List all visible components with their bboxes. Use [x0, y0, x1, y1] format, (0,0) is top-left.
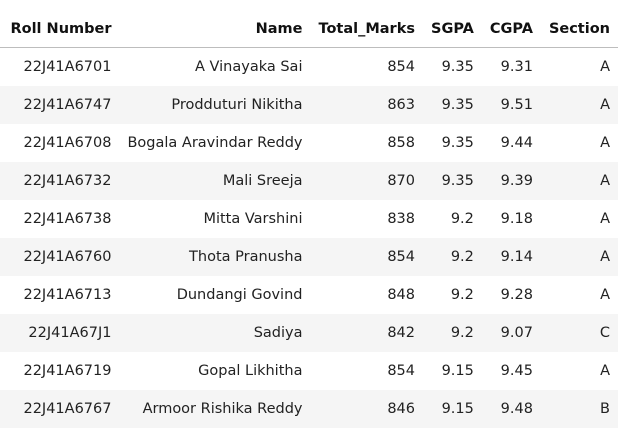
table-row: 22J41A67J1 Sadiya 842 9.2 9.07 C — [0, 314, 618, 352]
cell-total-marks: 842 — [310, 314, 423, 352]
cell-name: A Vinayaka Sai — [195, 59, 303, 75]
cell-total-marks: 870 — [310, 162, 423, 200]
cell-section: A — [600, 59, 610, 75]
cell-sgpa: 9.2 — [450, 287, 474, 303]
cell-roll-number: 22J41A6701 — [23, 59, 112, 75]
cell-name: Thota Pranusha — [119, 238, 311, 276]
cell-total-marks: 863 — [310, 86, 423, 124]
table-row: 22J41A6701 A Vinayaka Sai 854 9.35 9.31 … — [0, 48, 618, 87]
cell-sgpa: 9.15 — [441, 363, 474, 379]
cell-name: Gopal Likhitha — [198, 363, 303, 379]
table-header: Roll Number Name Total_Marks SGPA CGPA S… — [0, 10, 618, 48]
table-row: 22J41A6738 Mitta Varshini 838 9.2 9.18 A — [0, 200, 618, 238]
cell-roll-number: 22J41A6732 — [0, 162, 120, 200]
cell-sgpa: 9.2 — [423, 238, 482, 276]
cell-roll-number: 22J41A6738 — [23, 211, 112, 227]
cell-total-marks: 848 — [387, 287, 415, 303]
cell-section: A — [600, 135, 610, 151]
cell-section: A — [600, 211, 610, 227]
cell-name: Sadiya — [119, 314, 311, 352]
cell-total-marks: 854 — [387, 59, 415, 75]
cell-name: Bogala Aravindar Reddy — [127, 135, 303, 151]
cell-cgpa: 9.44 — [500, 135, 533, 151]
cell-name: Mitta Varshini — [203, 211, 303, 227]
cell-roll-number: 22J41A6767 — [0, 390, 120, 428]
header-section: Section — [540, 10, 618, 48]
header-total-marks: Total_Marks — [310, 10, 423, 48]
results-table: Roll Number Name Total_Marks SGPA CGPA S… — [0, 10, 618, 428]
table-row: 22J41A6732 Mali Sreeja 870 9.35 9.39 A — [0, 162, 618, 200]
cell-total-marks: 838 — [387, 211, 415, 227]
header-name: Name — [119, 10, 311, 48]
cell-sgpa: 9.2 — [423, 314, 482, 352]
cell-roll-number: 22J41A6760 — [0, 238, 120, 276]
cell-cgpa: 9.31 — [500, 59, 533, 75]
cell-roll-number: 22J41A67J1 — [0, 314, 120, 352]
cell-roll-number: 22J41A6747 — [0, 86, 120, 124]
cell-sgpa: 9.2 — [450, 211, 474, 227]
cell-cgpa: 9.48 — [481, 390, 541, 428]
cell-total-marks: 854 — [387, 363, 415, 379]
table-row: 22J41A6767 Armoor Rishika Reddy 846 9.15… — [0, 390, 618, 428]
cell-cgpa: 9.45 — [500, 363, 533, 379]
cell-total-marks: 846 — [310, 390, 423, 428]
header-cgpa: CGPA — [481, 10, 541, 48]
cell-section: B — [540, 390, 618, 428]
cell-sgpa: 9.35 — [441, 59, 474, 75]
cell-cgpa: 9.28 — [500, 287, 533, 303]
table-row: 22J41A6719 Gopal Likhitha 854 9.15 9.45 … — [0, 352, 618, 390]
header-roll-number: Roll Number — [0, 10, 120, 48]
header-sgpa: SGPA — [423, 10, 482, 48]
cell-sgpa: 9.35 — [423, 86, 482, 124]
table-row: 22J41A6708 Bogala Aravindar Reddy 858 9.… — [0, 124, 618, 162]
cell-section: A — [540, 86, 618, 124]
cell-name: Mali Sreeja — [119, 162, 311, 200]
cell-roll-number: 22J41A6719 — [23, 363, 112, 379]
cell-section: A — [540, 162, 618, 200]
cell-name: Prodduturi Nikitha — [119, 86, 311, 124]
cell-name: Armoor Rishika Reddy — [119, 390, 311, 428]
cell-cgpa: 9.51 — [481, 86, 541, 124]
cell-sgpa: 9.35 — [423, 162, 482, 200]
cell-roll-number: 22J41A6708 — [23, 135, 112, 151]
cell-cgpa: 9.14 — [481, 238, 541, 276]
cell-total-marks: 858 — [387, 135, 415, 151]
cell-section: A — [540, 238, 618, 276]
header-row: Roll Number Name Total_Marks SGPA CGPA S… — [0, 10, 618, 48]
cell-section: C — [540, 314, 618, 352]
table-row: 22J41A6747 Prodduturi Nikitha 863 9.35 9… — [0, 86, 618, 124]
cell-sgpa: 9.35 — [441, 135, 474, 151]
cell-cgpa: 9.39 — [481, 162, 541, 200]
cell-total-marks: 854 — [310, 238, 423, 276]
cell-name: Dundangi Govind — [176, 287, 303, 303]
table-row: 22J41A6760 Thota Pranusha 854 9.2 9.14 A — [0, 238, 618, 276]
cell-section: A — [600, 287, 610, 303]
cell-roll-number: 22J41A6713 — [23, 287, 112, 303]
cell-cgpa: 9.18 — [500, 211, 533, 227]
cell-sgpa: 9.15 — [423, 390, 482, 428]
table-body: 22J41A6701 A Vinayaka Sai 854 9.35 9.31 … — [0, 48, 618, 428]
table-row: 22J41A6713 Dundangi Govind 848 9.2 9.28 … — [0, 276, 618, 314]
cell-section: A — [600, 363, 610, 379]
cell-cgpa: 9.07 — [481, 314, 541, 352]
